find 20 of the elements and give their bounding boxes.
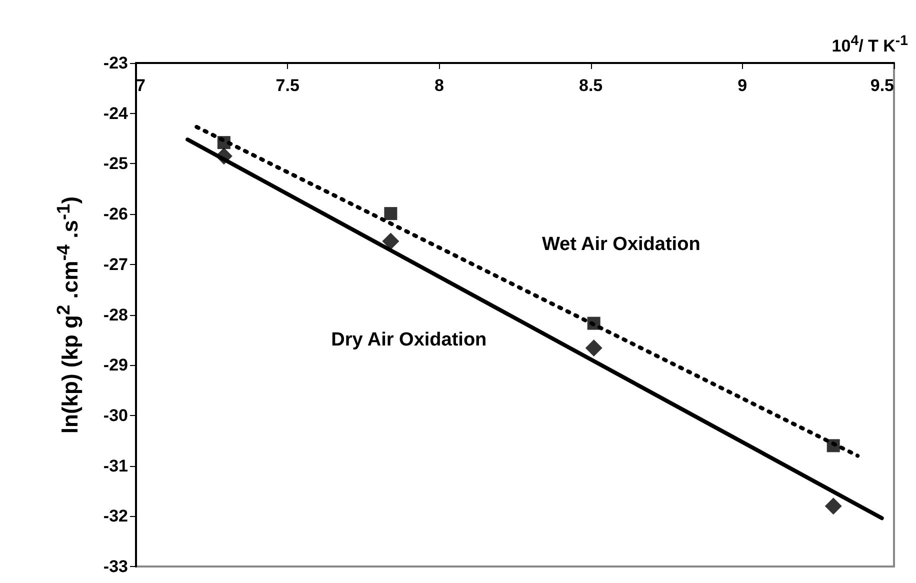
y-tick-label: -27 [103,254,128,274]
x-tick-label: 9.5 [870,76,894,95]
y-tick-label: -25 [103,154,128,174]
y-tick-label: -32 [103,506,128,526]
y-tick-label: -33 [103,557,128,576]
x-tick-label: 9 [738,76,748,95]
x-axis-title: 10$^{4}$/ T K$^{-1}$ [832,33,908,56]
x-tick-label: 8.5 [578,76,603,95]
annotation: Wet Air Oxidation [542,234,700,255]
y-tick-label: -28 [103,305,128,324]
x-tick-label: 8 [434,76,444,95]
annotation: Dry Air Oxidation [331,330,487,351]
y-tick-label: -29 [103,356,128,375]
y-tick-label: -23 [103,54,128,72]
y-tick-label: -30 [103,406,128,425]
y-tick-label: -31 [103,456,128,476]
y-tick-label: -24 [103,104,129,123]
x-tick-label: 7 [136,76,146,95]
x-tick-label: 7.5 [276,76,300,95]
y-tick-label: -26 [103,204,128,224]
